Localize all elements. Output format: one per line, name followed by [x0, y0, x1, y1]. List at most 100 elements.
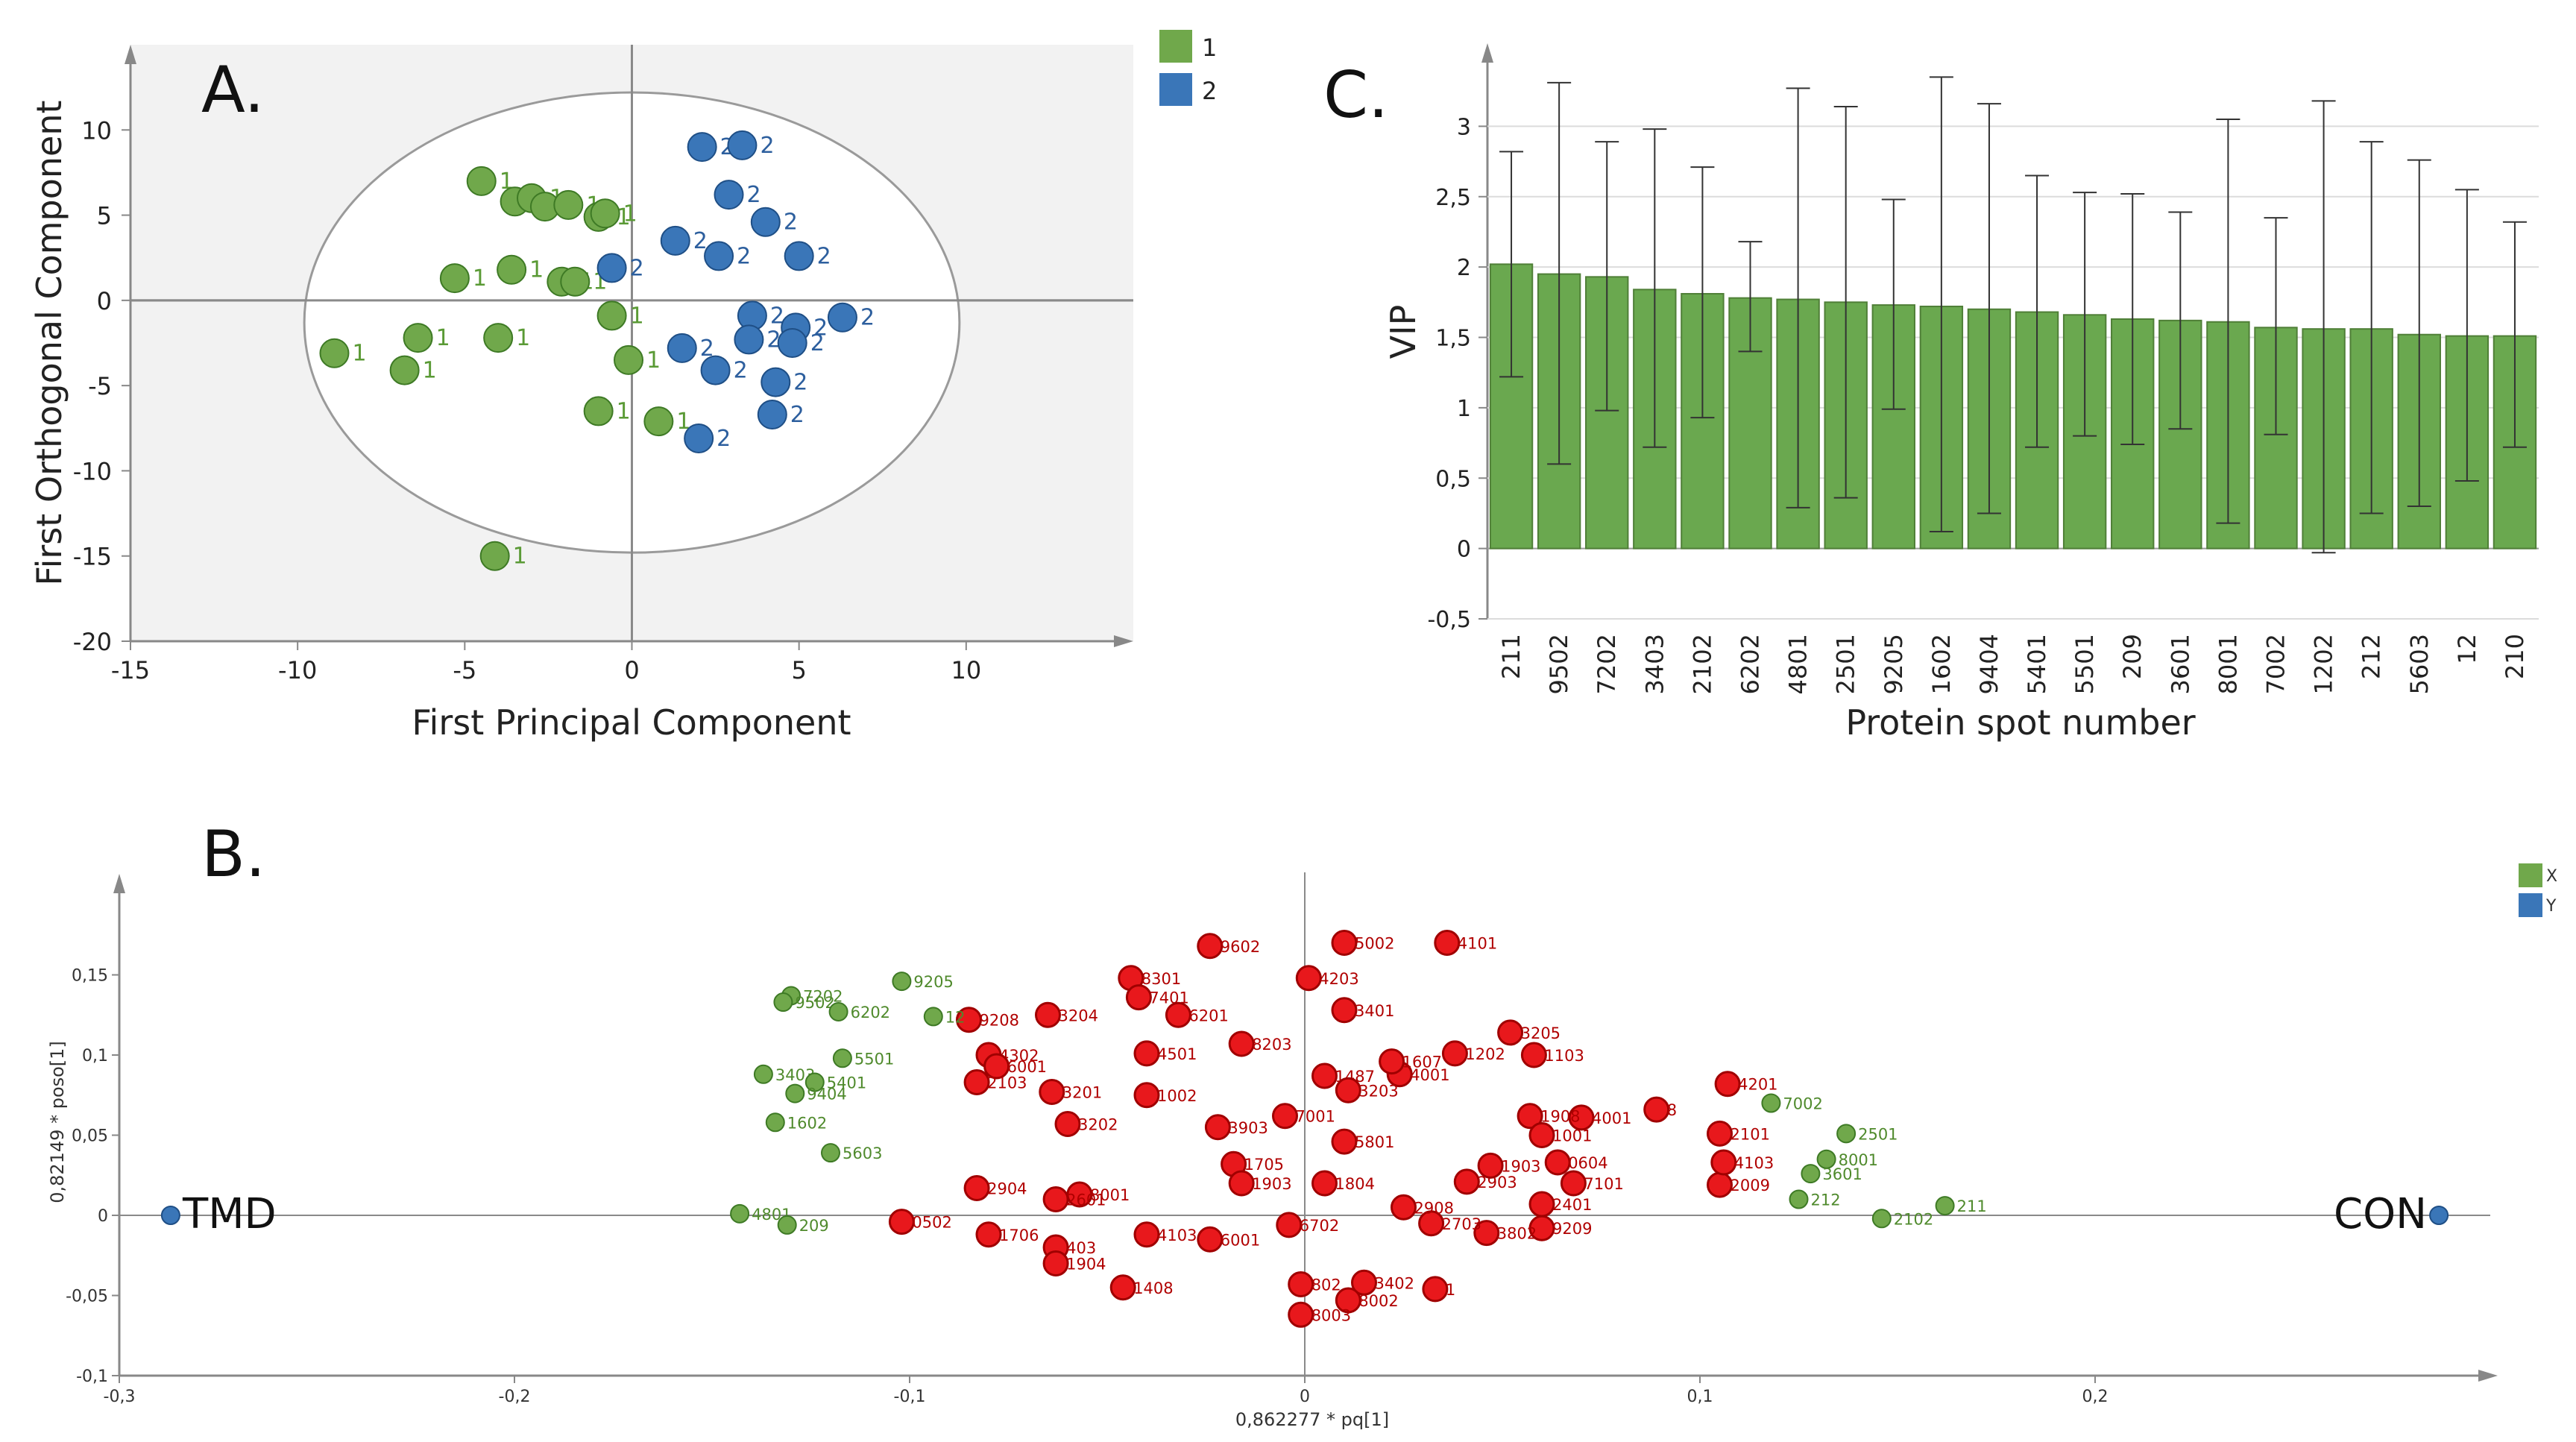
panel-b-x-point-label: 4103 — [1157, 1227, 1197, 1244]
panel-b-y-tick-label: 0,05 — [72, 1127, 108, 1146]
panel-b-x-point-red — [1331, 997, 1358, 1024]
panel-b-x-point-red — [1528, 1191, 1555, 1218]
panel-b-x-point-red — [1520, 1042, 1547, 1068]
panel-b-x-point-label: 8 — [1667, 1101, 1677, 1119]
panel-b-x-point-red — [1422, 1276, 1449, 1303]
panel-b-x-point-label: 2908 — [1414, 1199, 1454, 1217]
panel-a-y-tick-label: -5 — [88, 372, 112, 400]
panel-b-x-point-green — [753, 1064, 773, 1084]
panel-c-x-tick-label: 6202 — [1736, 634, 1765, 694]
panel-b-x-point-label: 9502 — [795, 994, 834, 1012]
panel-b-x-point-label: 2501 — [1858, 1125, 1898, 1143]
panel-a-legend: 1 2 — [1159, 30, 1217, 106]
panel-b-x-point-red — [1272, 1103, 1298, 1130]
panel-a-point-group-1 — [497, 254, 527, 285]
panel-a-y-tick-label: -15 — [73, 543, 112, 571]
panel-a-point-label: 1 — [676, 409, 690, 435]
panel-a-point-label: 1 — [529, 257, 544, 283]
panel-b-x-point-green — [1789, 1189, 1809, 1209]
panel-b-x-point-label: 1103 — [1544, 1047, 1584, 1065]
panel-b-x-point-label: 4001 — [1592, 1109, 1631, 1127]
panel-b-x-point-label: 4101 — [1458, 935, 1497, 953]
legend-swatch-2 — [1159, 73, 1192, 106]
panel-a-y-tick-label: 5 — [97, 202, 112, 230]
legend-swatch-y — [2519, 893, 2542, 917]
panel-b-x-point-label: 8203 — [1252, 1036, 1291, 1054]
panel-b-x-point-label: 8301 — [1141, 970, 1181, 988]
panel-b-x-point-label: 1602 — [787, 1114, 827, 1132]
panel-b-x-point-red — [1228, 1030, 1255, 1057]
panel-a-point-group-1 — [596, 300, 627, 331]
panel-a-point-group-2 — [827, 302, 857, 333]
panel-b-x-point-label: 9205 — [913, 973, 953, 991]
panel-b-x-point-red — [1497, 1019, 1524, 1046]
annotation-con: CON — [2334, 1190, 2427, 1238]
panel-b-x-point-label: 212 — [1811, 1191, 1841, 1209]
panel-b-x-point-label: 4103 — [1734, 1154, 1774, 1172]
panel-b-x-point-red — [1707, 1120, 1733, 1147]
panel-b-x-point-red — [888, 1209, 915, 1235]
panel-a-point-label: 2 — [747, 182, 761, 208]
panel-a-point-label: 2 — [793, 370, 807, 396]
panel-b-x-point-red — [1643, 1096, 1670, 1123]
panel-b-x-point-red — [1109, 1274, 1136, 1301]
panel-a-y-tick-label: -20 — [73, 628, 112, 656]
panel-b-x-point-red — [1165, 1001, 1191, 1028]
panel-b-x-point-label: 9404 — [807, 1086, 846, 1103]
panel-b-x-point-green — [821, 1143, 840, 1163]
panel-a-point-label: 1 — [423, 358, 437, 384]
panel-b-x-point-label: 2601 — [1066, 1191, 1106, 1209]
panel-b-x-point-red — [1544, 1149, 1571, 1176]
panel-b-x-point-label: 9602 — [1221, 938, 1260, 956]
panel-a-point-label: 2 — [630, 255, 644, 281]
panel-b-x-point-label: 1408 — [1133, 1279, 1173, 1297]
panel-a-y-tick-label: 0 — [97, 287, 112, 315]
panel-c-y-arrow — [1481, 43, 1493, 63]
panel-a-point-group-1 — [403, 323, 433, 353]
panel-b-x-point-label: 2101 — [1731, 1125, 1770, 1143]
panel-b-x-point-red — [1418, 1210, 1445, 1237]
legend-label-2: 2 — [1202, 77, 1217, 105]
panel-b-x-point-label: 6001 — [1221, 1231, 1260, 1249]
panel-b-y-point-tmd — [160, 1206, 180, 1225]
panel-a-point-group-1 — [643, 406, 674, 437]
panel-b-x-point-red — [1133, 1221, 1160, 1248]
panel-c-x-tick-label: 5501 — [2070, 634, 2099, 694]
panel-b-y-tick-label: -0,1 — [76, 1367, 108, 1386]
panel-a-point-group-2 — [777, 328, 807, 358]
panel-b-x-point-red — [1228, 1170, 1255, 1197]
panel-b-x-point-red — [1288, 1301, 1314, 1328]
panel-b-x-point-red — [956, 1007, 982, 1033]
panel-a-point-group-1 — [466, 166, 497, 196]
panel-a-point-group-2 — [660, 225, 690, 256]
panel-c-y-tick-label: 2 — [1457, 255, 1471, 281]
legend-label-1: 1 — [1202, 34, 1217, 62]
panel-a-point-group-2 — [704, 241, 734, 271]
panel-a-point-group-1 — [319, 338, 350, 368]
panel-a-x-tick-label: 10 — [951, 656, 981, 684]
panel-a-point-group-2 — [700, 355, 731, 385]
panel-b-x-point-label: 1202 — [1465, 1045, 1505, 1063]
panel-b-x-point-label: 5603 — [843, 1145, 882, 1162]
panel-b-x-point-label: 0604 — [1568, 1154, 1607, 1172]
panel-c-x-tick-label: 9404 — [1975, 634, 2003, 694]
panel-b-x-point-label: 1804 — [1335, 1175, 1375, 1193]
legend-swatch-1 — [1159, 30, 1192, 63]
panel-a-x-tick-label: 0 — [624, 656, 639, 684]
panel-b-x-point-red — [1568, 1104, 1595, 1131]
panel-b-x-point-label: 3402 — [1375, 1274, 1414, 1292]
panel-b-x-point-red — [1042, 1186, 1069, 1212]
panel-b-x-point-green — [765, 1112, 785, 1133]
panel-b-x-tick-label: -0,1 — [894, 1388, 926, 1406]
panel-b-x-point-green — [1871, 1209, 1892, 1229]
panel-b-y-tick-label: 0 — [98, 1207, 108, 1226]
panel-b-x-point-label: 6201 — [1188, 1007, 1228, 1024]
panel-b-x-point-label: 1903 — [1252, 1175, 1291, 1193]
panel-b-x-point-red — [1054, 1110, 1081, 1137]
panel-b-x-point-red — [1331, 1128, 1358, 1155]
panel-b-y-tick-label: -0,05 — [66, 1288, 108, 1306]
panel-b-x-point-red — [1473, 1220, 1500, 1247]
panel-b-x-point-red — [983, 1053, 1010, 1080]
panel-b-x-point-red — [1288, 1271, 1314, 1297]
